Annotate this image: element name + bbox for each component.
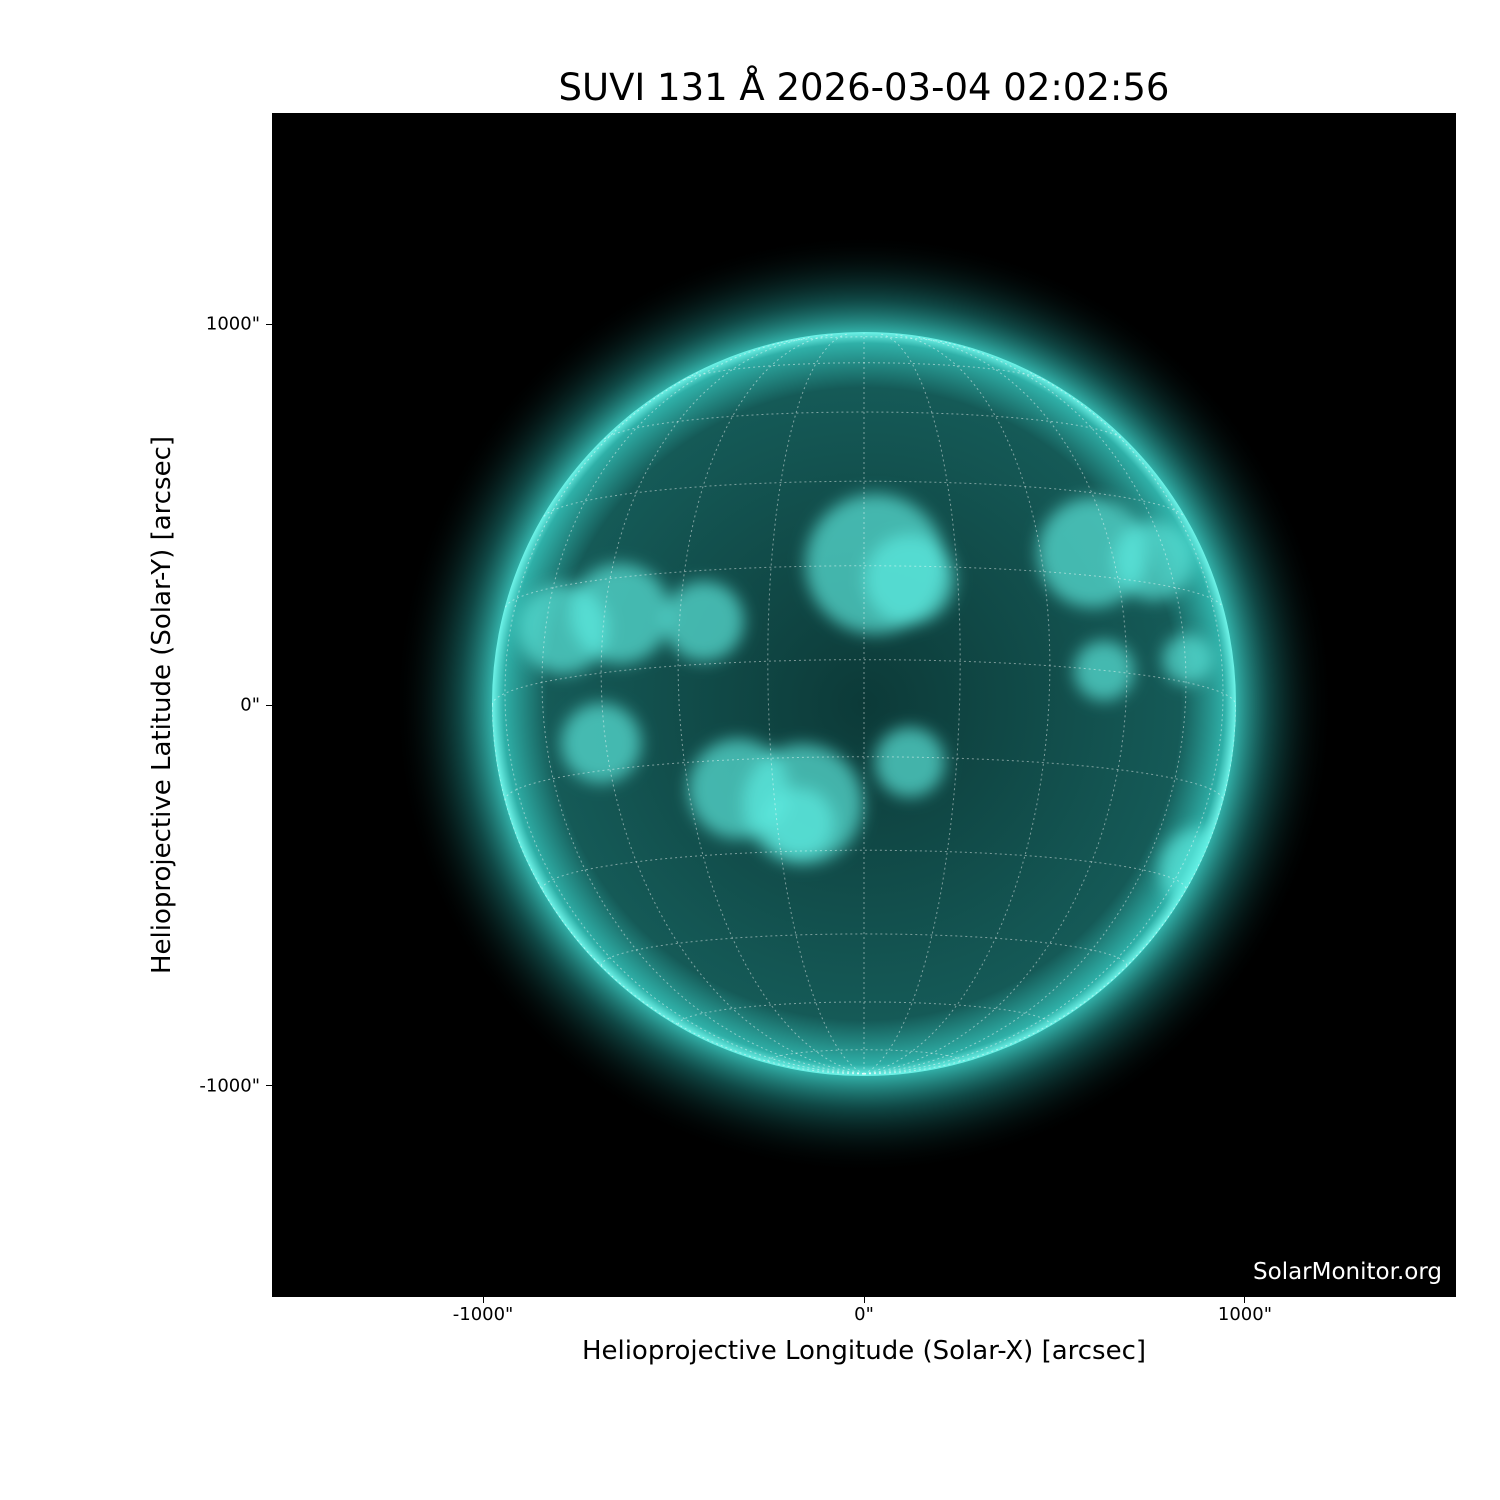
active-region <box>764 788 835 859</box>
active-region <box>570 563 671 664</box>
latitude-gridline <box>600 933 1128 967</box>
longitude-gridline <box>863 333 961 1075</box>
latitude-gridline <box>492 659 1236 706</box>
active-region <box>1074 640 1134 701</box>
x-tick-label: 1000" <box>1217 1304 1272 1325</box>
latitude-gridline <box>677 1001 1051 1025</box>
x-tick-mark <box>1244 1297 1246 1303</box>
active-region <box>864 534 955 625</box>
y-tick-mark <box>266 1085 272 1087</box>
y-axis-label: Helioprojective Latitude (Solar-Y) [arcs… <box>147 435 177 975</box>
y-tick-mark <box>266 323 272 325</box>
longitude-gridline <box>767 333 865 1075</box>
x-tick-label: 0" <box>854 1304 874 1325</box>
y-tick-mark <box>266 704 272 706</box>
active-region <box>1113 520 1194 601</box>
x-axis-label: Helioprojective Longitude (Solar-X) [arc… <box>581 1336 1147 1366</box>
longitude-gridline <box>677 333 865 1075</box>
watermark: SolarMonitor.org <box>1253 1259 1442 1285</box>
longitude-gridline <box>863 333 1051 1075</box>
active-region <box>664 581 744 662</box>
y-tick-label: -1000" <box>199 1075 260 1097</box>
active-region <box>561 703 642 784</box>
active-region <box>1162 634 1213 685</box>
chart-title: SUVI 131 Å 2026-03-04 02:02:56 <box>558 66 1170 109</box>
solar-image-plot: SolarMonitor.org <box>272 113 1456 1297</box>
x-tick-mark <box>482 1297 484 1303</box>
y-tick-label: 0" <box>240 694 260 716</box>
y-tick-label: 1000" <box>205 313 260 335</box>
x-tick-mark <box>863 1297 865 1303</box>
x-tick-label: -1000" <box>452 1304 514 1325</box>
active-region <box>874 727 945 798</box>
